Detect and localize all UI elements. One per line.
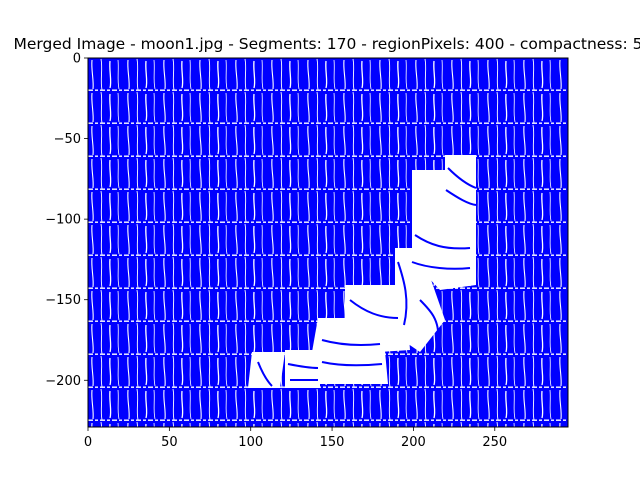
x-axis: 0 50 100 150 200 250: [84, 427, 507, 450]
white-region: [285, 350, 320, 388]
chart-title: Merged Image - moon1.jpg - Segments: 170…: [14, 35, 640, 53]
y-axis: 0 −50 −100 −150 −200: [45, 52, 88, 389]
x-tick-label: 100: [238, 435, 263, 450]
y-tick-label: −100: [45, 213, 81, 228]
x-tick-label: 50: [161, 435, 178, 450]
y-tick-label: 0: [73, 52, 81, 67]
white-region: [312, 318, 388, 384]
white-region: [412, 170, 476, 290]
white-region-patches: [248, 155, 476, 388]
x-tick-label: 200: [401, 435, 426, 450]
x-tick-label: 250: [482, 435, 507, 450]
plot-frame: [87, 57, 569, 428]
y-tick-label: −150: [45, 293, 81, 308]
white-region: [248, 352, 285, 388]
white-region-strokes: [257, 167, 477, 387]
x-tick-label: 0: [84, 435, 92, 450]
y-tick-label: −200: [45, 374, 81, 389]
y-tick-label: −50: [54, 132, 81, 147]
x-tick-label: 150: [320, 435, 345, 450]
